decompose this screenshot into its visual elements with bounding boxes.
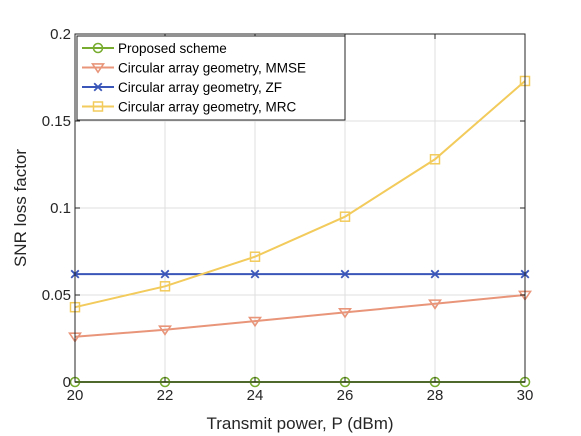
legend-entry-3: Circular array geometry, MRC	[82, 100, 297, 115]
x-tick-label: 28	[427, 387, 444, 404]
series-line-3	[74, 80, 526, 309]
data-point-3-2	[249, 251, 261, 262]
y-tick-label: 0.05	[42, 287, 71, 304]
data-point-2-3	[340, 269, 350, 279]
axis-ticks: 20 22 24 26 28 30 0 0.05 0.1 0.15 0.2	[42, 26, 534, 404]
y-tick-label: 0.2	[50, 26, 71, 43]
x-tick-label: 30	[517, 387, 534, 404]
x-axis-label: Transmit power, P (dBm)	[206, 414, 393, 433]
legend-entry-1: Circular array geometry, MMSE	[82, 61, 306, 76]
legend-marker	[93, 82, 103, 92]
legend-label: Circular array geometry, ZF	[118, 80, 282, 95]
legend-label: Circular array geometry, MMSE	[118, 61, 306, 76]
legend-entry-0: Proposed scheme	[82, 41, 227, 56]
data-point-3-3	[339, 211, 351, 222]
data-point-1-1	[158, 325, 172, 336]
legend-marker	[91, 63, 105, 74]
legend: Proposed scheme Circular array geometry, …	[76, 35, 346, 121]
data-point-2-2	[250, 269, 260, 279]
data-point-1-4	[428, 299, 442, 310]
y-tick-label: 0	[63, 374, 71, 391]
data-point-3-4	[429, 154, 441, 165]
legend-marker	[92, 42, 104, 54]
legend-entry-2: Circular array geometry, ZF	[82, 80, 282, 95]
series-2	[70, 269, 530, 279]
y-tick-label: 0.15	[42, 113, 71, 130]
data-point-2-1	[160, 269, 170, 279]
y-axis-label: SNR loss factor	[11, 149, 30, 267]
data-point-3-1	[159, 281, 171, 292]
legend-label: Proposed scheme	[118, 41, 227, 56]
legend-marker	[92, 101, 104, 112]
x-tick-label: 22	[157, 387, 174, 404]
x-tick-label: 24	[247, 387, 264, 404]
legend-box	[76, 35, 346, 121]
series-1	[68, 290, 532, 343]
x-tick-label: 26	[337, 387, 354, 404]
y-tick-label: 0.1	[50, 200, 71, 217]
data-point-2-4	[430, 269, 440, 279]
legend-label: Circular array geometry, MRC	[118, 100, 297, 115]
data-point-1-2	[248, 316, 262, 328]
data-point-1-3	[338, 308, 352, 319]
series-line-1	[74, 294, 526, 338]
x-tick-label: 20	[67, 387, 84, 404]
